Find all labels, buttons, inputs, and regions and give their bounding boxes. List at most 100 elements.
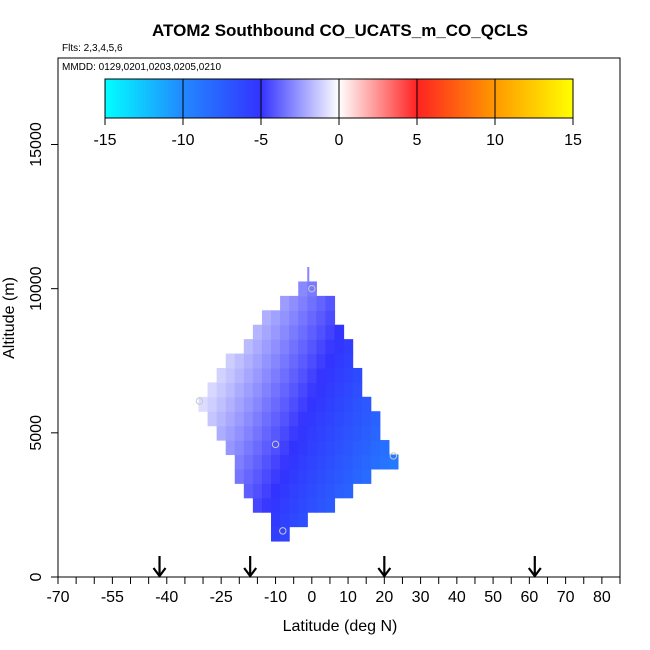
heatmap-cell: [243, 339, 254, 355]
x-tick-label: 10: [339, 589, 357, 606]
heatmap-cell: [343, 382, 354, 398]
x-tick-label: 80: [593, 589, 611, 606]
heatmap-cell: [216, 382, 227, 398]
heatmap-cell: [252, 339, 263, 355]
flight-point: [308, 284, 316, 293]
heatmap-cell: [307, 267, 310, 283]
heatmap-cell: [361, 411, 372, 427]
heatmap-cell: [334, 468, 345, 484]
heatmap-cell: [316, 324, 327, 340]
heatmap-cell: [370, 454, 381, 470]
colorbar-tick-label: 15: [564, 132, 582, 149]
heatmap-cell: [252, 440, 263, 456]
heatmap-cell: [352, 367, 363, 383]
colorbar-tick-label: -15: [93, 132, 116, 149]
heatmap-cell: [271, 324, 281, 340]
heatmap-cell: [334, 382, 345, 398]
heatmap-cell: [261, 324, 272, 340]
x-tick-label: -10: [264, 589, 287, 606]
heatmap-cell: [325, 425, 336, 441]
heatmap-cell: [325, 411, 336, 427]
heatmap-cell: [289, 468, 299, 484]
heatmap-cell: [298, 425, 308, 441]
heatmap-cell: [234, 396, 245, 412]
heatmap-cell: [352, 454, 363, 470]
heatmap-cell: [334, 353, 345, 369]
heatmap-cell: [379, 440, 390, 456]
heatmap-cell: [289, 396, 299, 412]
heatmap-cell: [307, 497, 317, 513]
x-tick-label: 50: [484, 589, 502, 606]
heatmap-cell: [289, 353, 299, 369]
heatmap-cell: [343, 353, 354, 369]
heatmap-cell: [252, 483, 263, 499]
plot-frame: [57, 57, 621, 578]
heatmap-cell: [225, 353, 236, 369]
heatmap-cell: [334, 483, 345, 499]
heatmap-cell: [334, 440, 345, 456]
heatmap-cell: [252, 425, 263, 441]
flight-points: [195, 284, 398, 535]
heatmap-cell: [207, 382, 218, 398]
heatmap-cell: [325, 440, 336, 456]
heatmap-cell: [261, 468, 272, 484]
heatmap-cell: [261, 339, 272, 355]
heatmap-cell: [298, 367, 308, 383]
heatmap-cell: [234, 382, 245, 398]
heatmap-cell: [271, 454, 281, 470]
heatmap-cell: [388, 454, 399, 470]
heatmap-cell: [289, 497, 299, 513]
heatmap-cell: [234, 425, 245, 441]
heatmap-cell: [243, 454, 254, 470]
heatmap-cell: [316, 367, 327, 383]
x-tick-label: 20: [375, 589, 393, 606]
heatmap-cell: [316, 382, 327, 398]
heatmap-cell: [307, 295, 317, 311]
heatmap-cell: [298, 454, 308, 470]
heatmap-cell: [280, 483, 290, 499]
heatmap-cell: [352, 411, 363, 427]
heatmap-cell: [216, 411, 227, 427]
heatmap-cell: [243, 353, 254, 369]
x-tick-label: -55: [101, 589, 124, 606]
heatmap-cell: [343, 396, 354, 412]
heatmap-cell: [216, 425, 227, 441]
heatmap-cell: [280, 396, 290, 412]
heatmap-cell: [225, 396, 236, 412]
heatmap-cell: [316, 483, 327, 499]
heatmap-cell: [325, 324, 336, 340]
heatmap-cell: [280, 411, 290, 427]
y-tick-label: 15000: [28, 122, 45, 167]
heatmap-cell: [334, 324, 345, 340]
heatmap-cell: [298, 411, 308, 427]
heatmap-cell: [252, 367, 263, 383]
heatmap-cell: [280, 353, 290, 369]
colorbar-tick-label: 10: [486, 132, 504, 149]
heatmap-cell: [289, 411, 299, 427]
heatmap-cell: [280, 310, 290, 326]
heatmap-cell: [252, 382, 263, 398]
heatmap-cell: [252, 411, 263, 427]
heatmap-cell: [225, 411, 236, 427]
heatmap-cell: [343, 367, 354, 383]
heatmap-cell: [343, 425, 354, 441]
heatmap-cell: [280, 512, 290, 528]
heatmap-cell: [343, 454, 354, 470]
heatmap-cell: [207, 396, 218, 412]
heatmap-cell: [234, 367, 245, 383]
heatmap-cell: [334, 367, 345, 383]
heatmap-cell: [334, 425, 345, 441]
heatmap-cell: [234, 353, 245, 369]
heatmap-cell: [361, 454, 372, 470]
heatmap-cell: [243, 367, 254, 383]
heatmap-cell: [316, 411, 327, 427]
x-tick-label: 30: [412, 589, 430, 606]
heatmap-cell: [316, 353, 327, 369]
heatmap-field: [198, 267, 399, 542]
heatmap-cell: [298, 382, 308, 398]
heatmap-cell: [298, 310, 308, 326]
heatmap-cell: [243, 468, 254, 484]
heatmap-cell: [243, 396, 254, 412]
x-tick-label: 70: [557, 589, 575, 606]
heatmap-cell: [280, 468, 290, 484]
